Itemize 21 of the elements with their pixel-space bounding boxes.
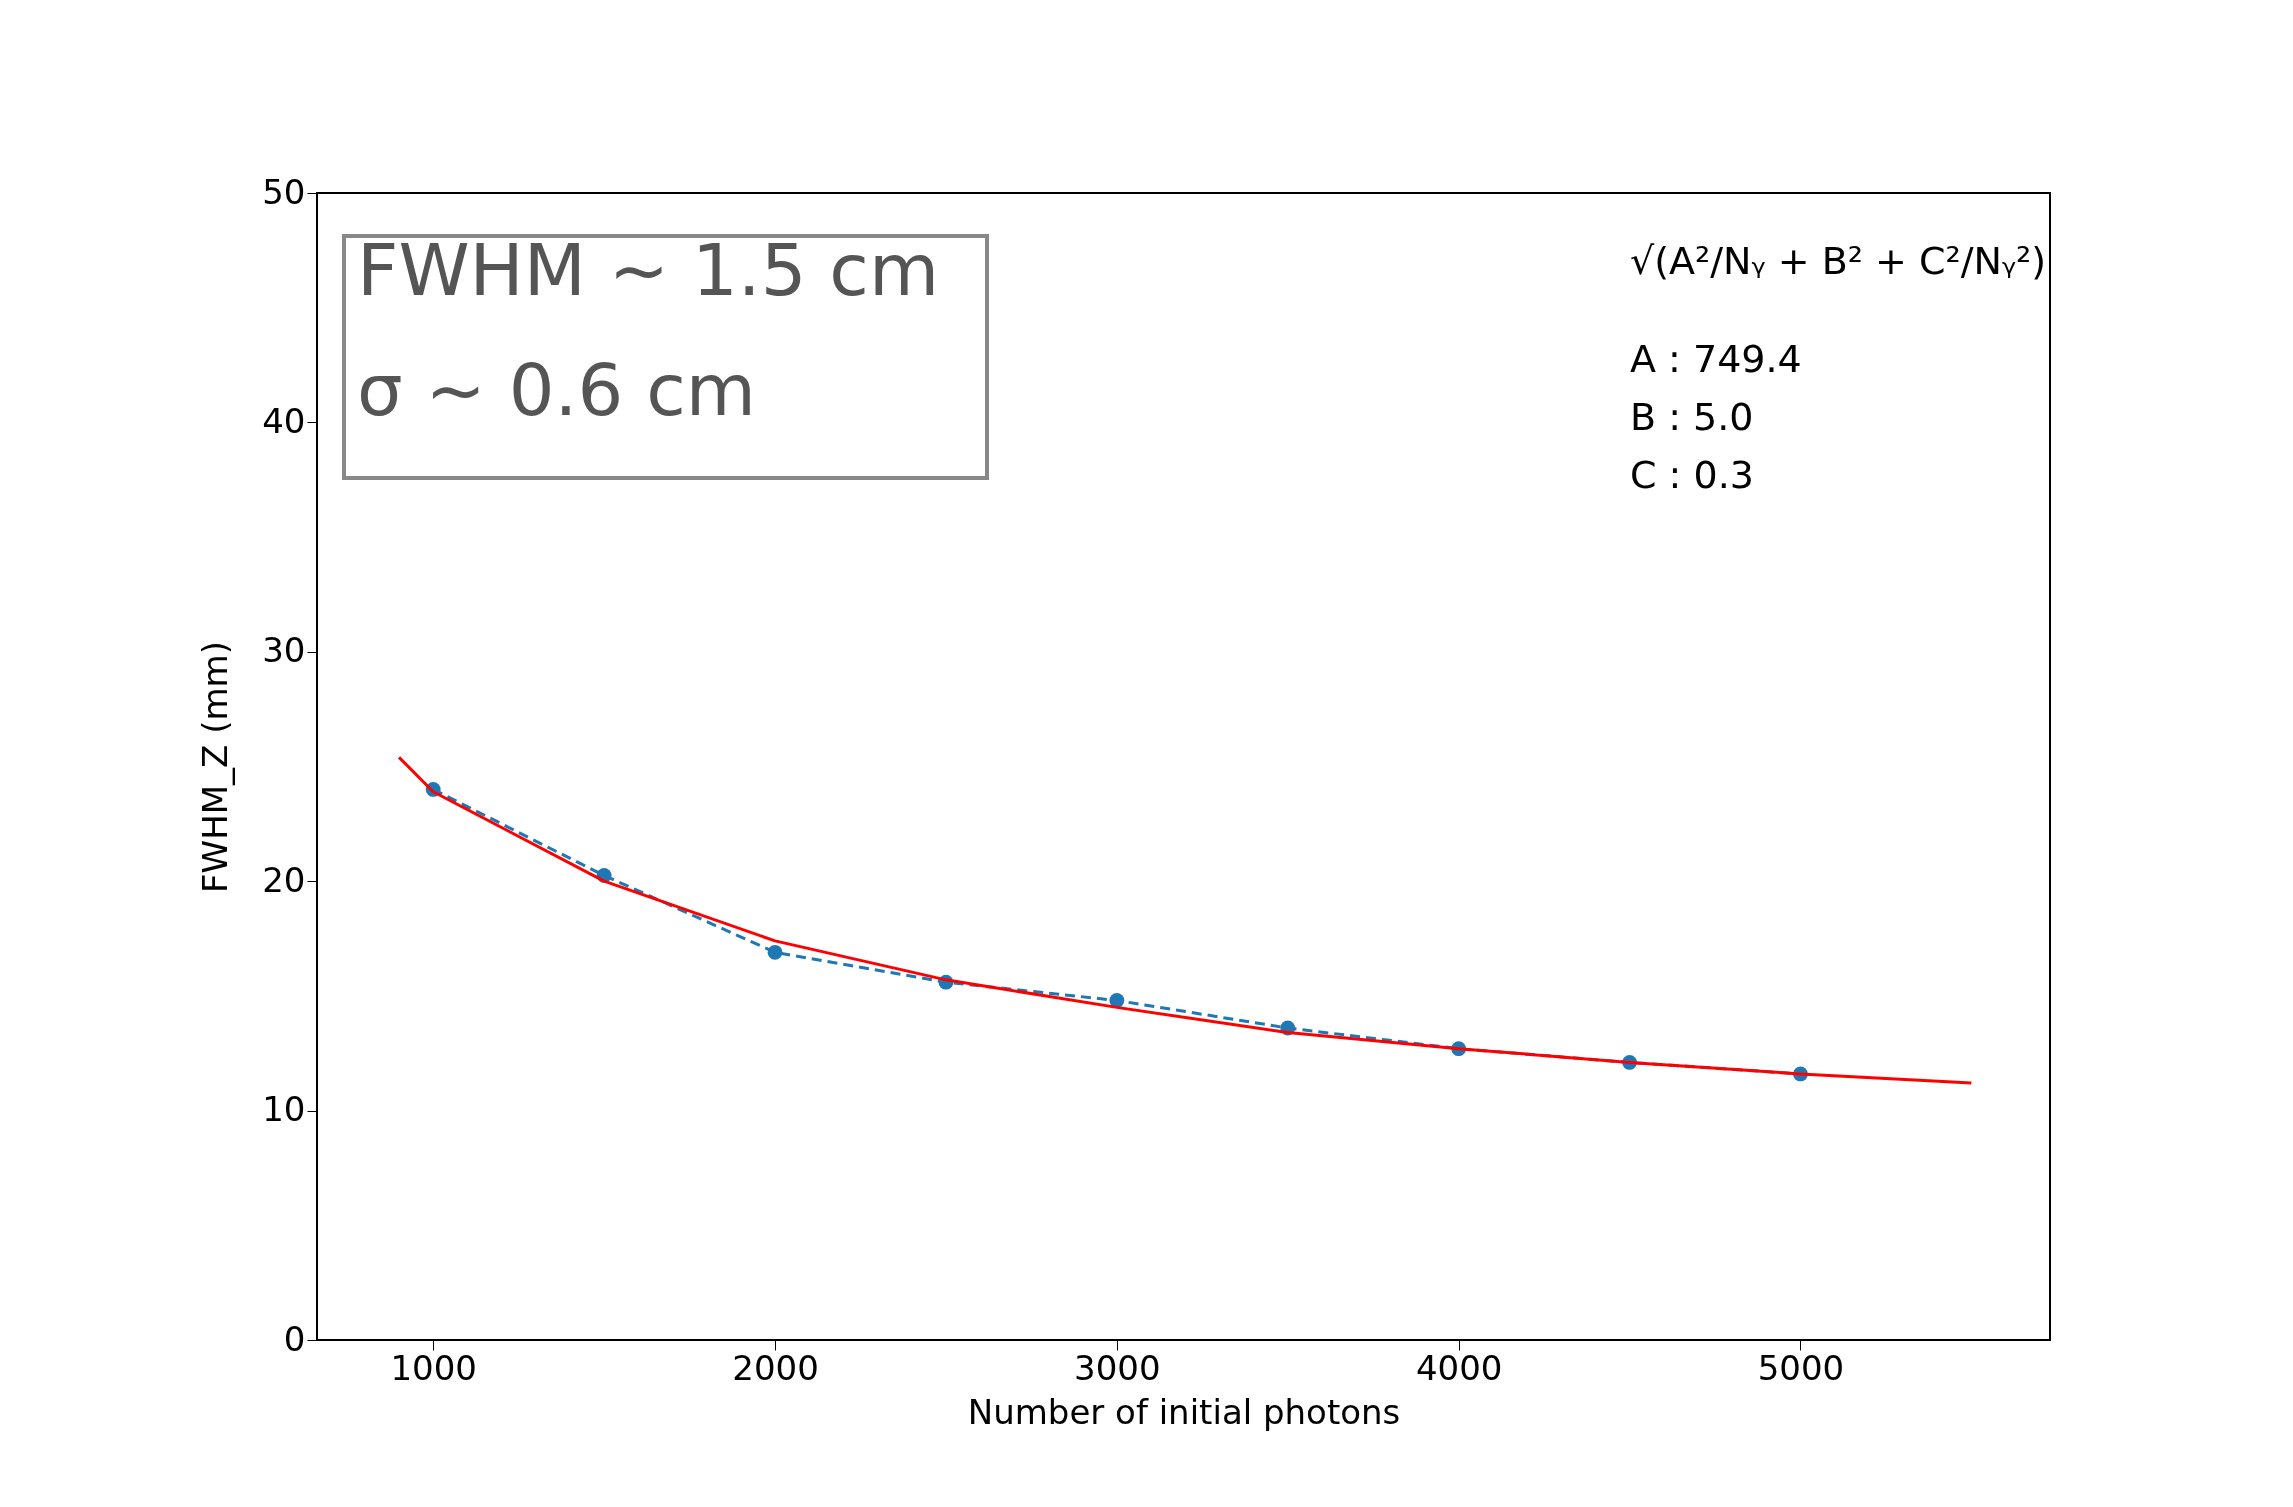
- y-tick-label: 40: [262, 400, 306, 441]
- annotation: FWHM ~ 1.5 cm: [357, 228, 940, 312]
- line-series: [397, 755, 1973, 1085]
- annotation: B : 5.0: [1630, 395, 1754, 439]
- point: [767, 944, 783, 960]
- y-axis-title: FWHM_Z (mm): [195, 641, 236, 893]
- y-tick-label: 30: [262, 630, 306, 671]
- y-tick-label: 20: [262, 859, 306, 900]
- x-tick-label: 4000: [1415, 1347, 1503, 1388]
- x-tick-label: 2000: [732, 1347, 819, 1388]
- y-tick-label: 0: [283, 1318, 306, 1359]
- annotation: A : 749.4: [1630, 337, 1802, 381]
- x-tick-label: 5000: [1757, 1347, 1845, 1388]
- y-tick-label: 50: [262, 171, 306, 212]
- annotation: √(A²/Nᵧ + B² + C²/Nᵧ²): [1630, 239, 2047, 283]
- x-tick-label: 3000: [1074, 1347, 1161, 1388]
- y-tick-label: 10: [262, 1089, 306, 1130]
- x-tick-label: 1000: [390, 1347, 477, 1388]
- x-axis-title: Number of initial photons: [967, 1391, 1401, 1432]
- annotation: C : 0.3: [1630, 453, 1754, 497]
- annotation: σ ~ 0.6 cm: [357, 348, 756, 432]
